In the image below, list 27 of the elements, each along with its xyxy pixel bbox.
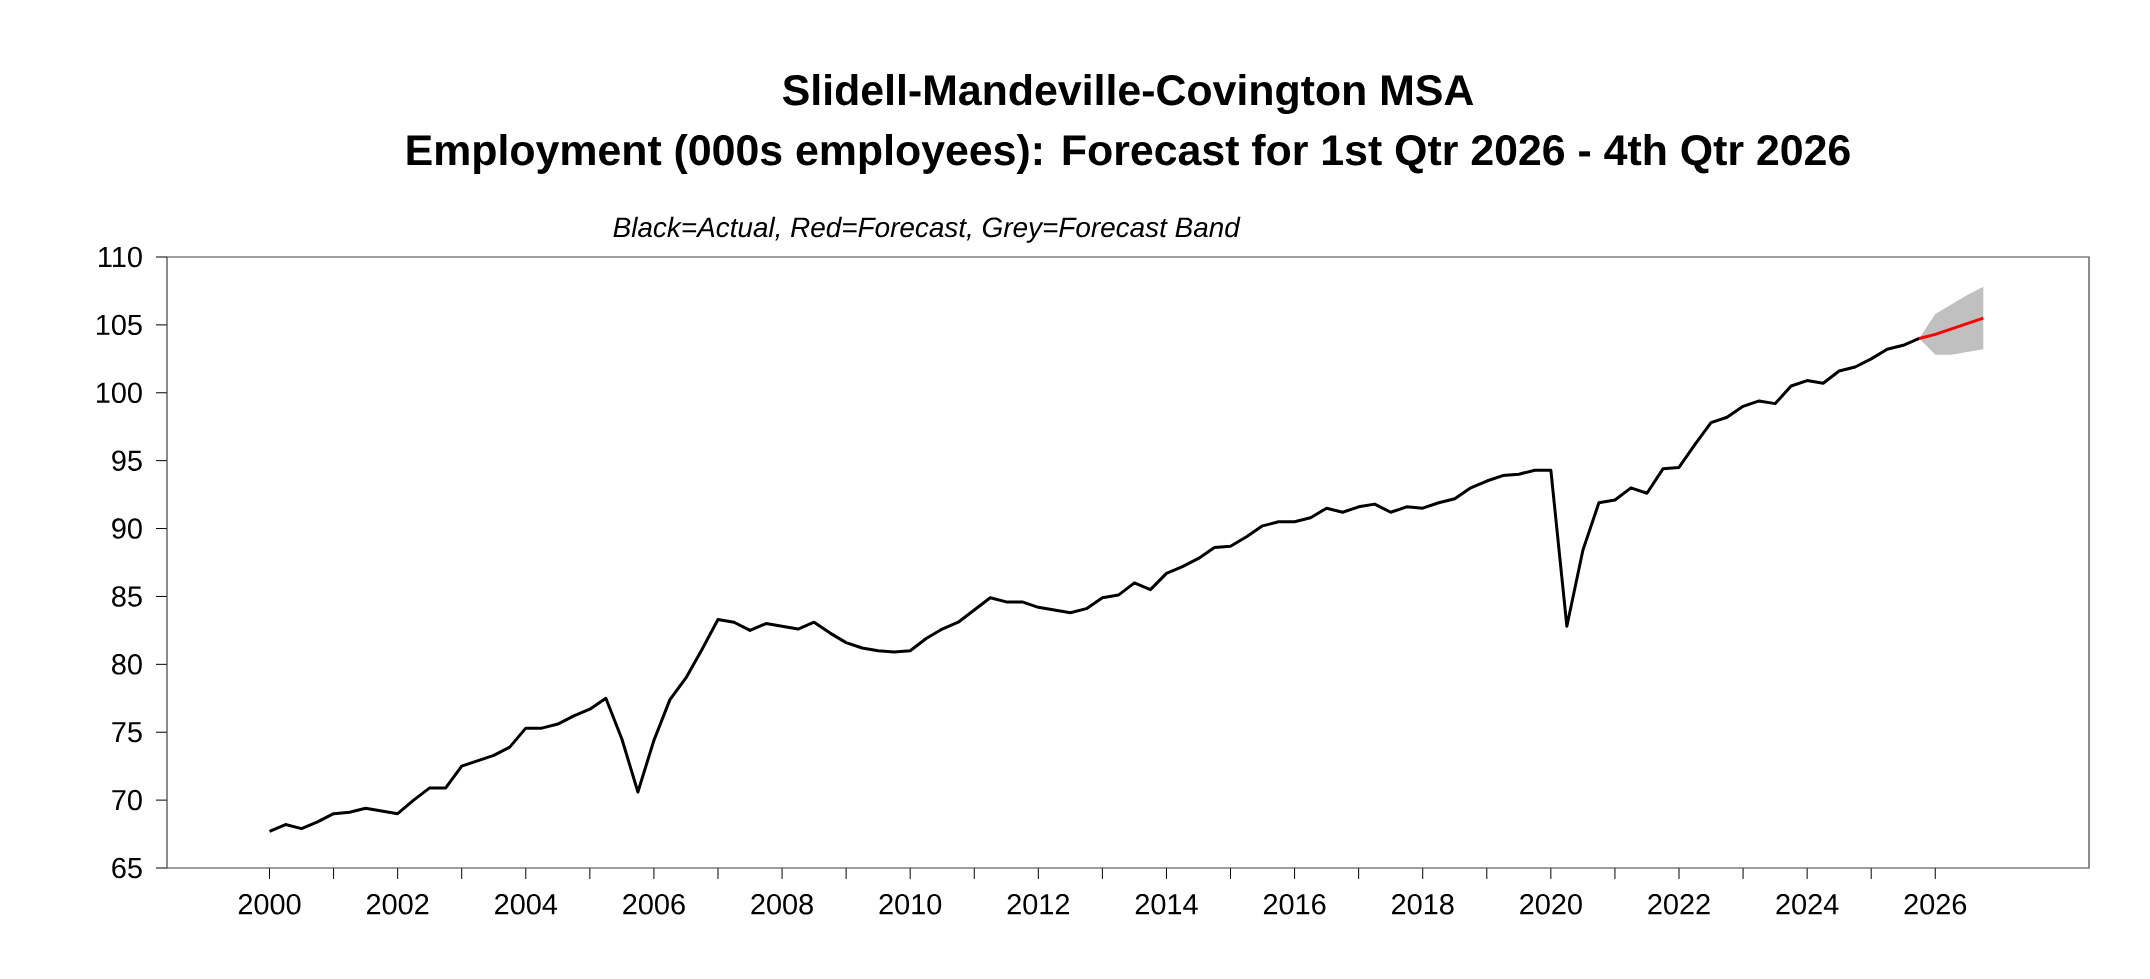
- y-tick-label: 80: [112, 654, 142, 675]
- x-tick-label: 2002: [366, 894, 429, 915]
- x-tick-label: 2014: [1135, 894, 1198, 915]
- x-tick-label: 2026: [1904, 894, 1967, 915]
- y-tick-label: 105: [96, 314, 142, 336]
- y-tick-label: 65: [112, 857, 142, 879]
- x-tick-label: 2008: [751, 894, 813, 915]
- x-tick-label: 2018: [1392, 894, 1454, 915]
- text: Black=Actual, Red=Forecast, Grey=Forecast Band: [613, 216, 1241, 243]
- x-tick-label: 2012: [1007, 894, 1069, 915]
- x-tick-label: 2024: [1776, 894, 1839, 915]
- x-tick-label: 2000: [238, 894, 301, 915]
- x-tick-label: 2022: [1648, 894, 1710, 915]
- y-tick-label: 100: [96, 382, 142, 403]
- x-tick-label: 2006: [623, 894, 685, 915]
- chart-subtitle: Employment (000s employees): Forecast for 1st Qtr 2026 - 4th Qtr 2026: [407, 133, 1850, 174]
- x-tick-label: 2010: [879, 894, 942, 915]
- y-tick-label: 95: [112, 450, 142, 471]
- x-tick-label: 2016: [1263, 894, 1326, 915]
- y-tick-label: 110: [99, 246, 142, 268]
- y-tick-label: 85: [112, 586, 142, 607]
- y-tick-label: 70: [112, 789, 142, 811]
- x-tick-label: 2004: [495, 894, 558, 915]
- x-tick-label: 2020: [1520, 894, 1582, 915]
- y-tick-label: 75: [112, 722, 142, 743]
- chart-title: Slidell-Mandeville-Covington MSA: [782, 73, 1474, 115]
- y-tick-label: 90: [112, 518, 142, 539]
